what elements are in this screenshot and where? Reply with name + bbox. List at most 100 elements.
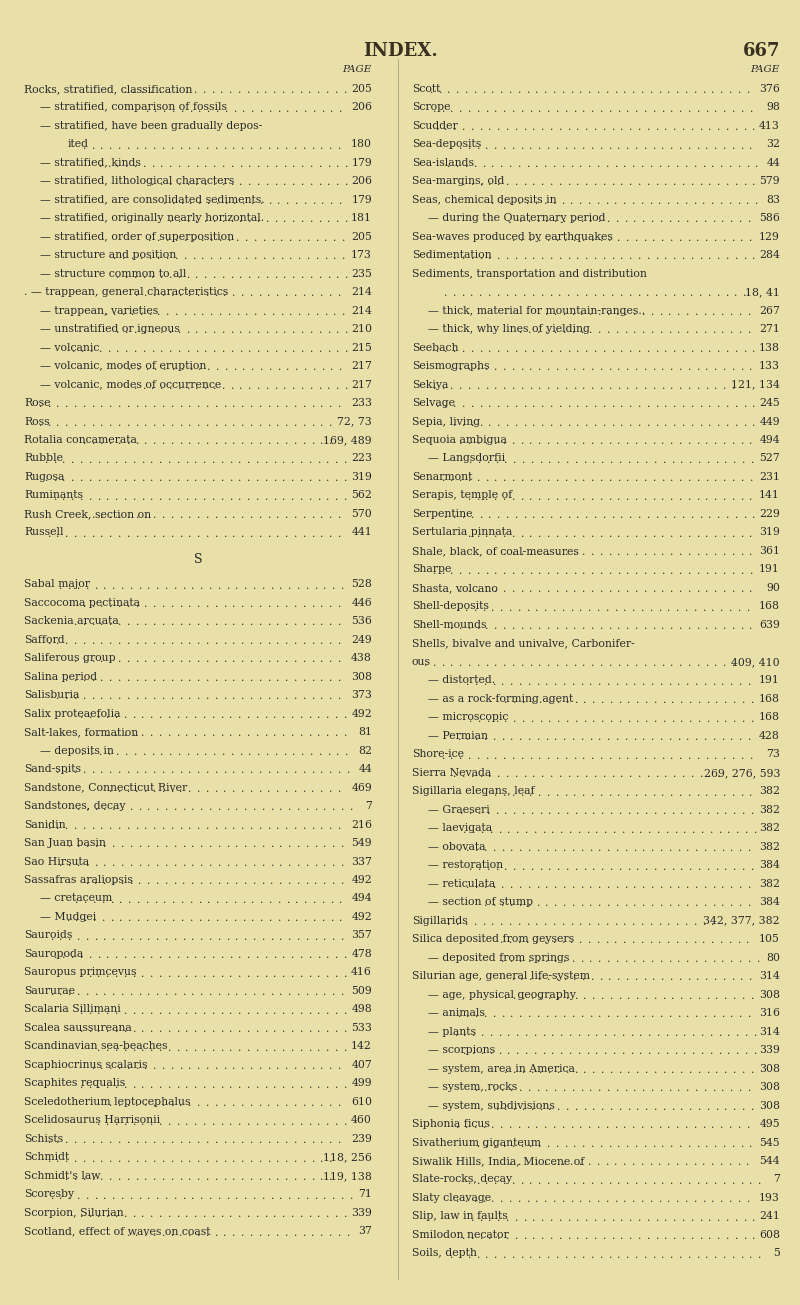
Text: .: . bbox=[530, 990, 534, 1001]
Text: .: . bbox=[332, 803, 335, 812]
Text: .: . bbox=[634, 325, 637, 335]
Text: .: . bbox=[297, 877, 300, 886]
Text: .: . bbox=[103, 932, 106, 942]
Text: .: . bbox=[512, 621, 515, 632]
Text: .: . bbox=[203, 455, 206, 465]
Text: .: . bbox=[274, 325, 278, 335]
Text: .: . bbox=[162, 636, 166, 646]
Text: .: . bbox=[632, 603, 635, 612]
Text: .: . bbox=[695, 325, 698, 335]
Text: .: . bbox=[322, 913, 325, 923]
Text: .: . bbox=[110, 636, 113, 646]
Text: .: . bbox=[259, 141, 262, 150]
Text: .: . bbox=[700, 123, 703, 132]
Text: .: . bbox=[110, 895, 114, 904]
Text: .: . bbox=[115, 1079, 118, 1090]
Text: .: . bbox=[702, 159, 706, 168]
Text: .: . bbox=[186, 474, 189, 483]
Text: .: . bbox=[722, 1009, 725, 1019]
Text: .: . bbox=[436, 345, 439, 354]
Text: .: . bbox=[644, 658, 647, 668]
Text: .: . bbox=[665, 769, 668, 779]
Text: .: . bbox=[150, 728, 154, 739]
Text: .: . bbox=[177, 1024, 180, 1034]
Text: 206: 206 bbox=[351, 176, 372, 187]
Text: .: . bbox=[146, 895, 149, 904]
Text: .: . bbox=[159, 1208, 162, 1219]
Text: Siphonia ficus: Siphonia ficus bbox=[412, 1118, 490, 1129]
Text: .: . bbox=[553, 159, 556, 168]
Text: .: . bbox=[636, 696, 640, 705]
Text: .: . bbox=[704, 843, 707, 853]
Text: .: . bbox=[632, 936, 635, 945]
Text: .: . bbox=[154, 399, 157, 410]
Text: 528: 528 bbox=[351, 579, 372, 589]
Text: .: . bbox=[513, 1101, 517, 1112]
Text: .: . bbox=[210, 234, 214, 243]
Text: .: . bbox=[205, 746, 208, 757]
Text: .: . bbox=[498, 399, 501, 410]
Text: .: . bbox=[673, 177, 677, 188]
Text: .: . bbox=[588, 1120, 591, 1130]
Text: .: . bbox=[618, 234, 621, 243]
Text: .: . bbox=[268, 1172, 271, 1182]
Text: .: . bbox=[194, 1079, 198, 1090]
Text: .: . bbox=[647, 123, 650, 132]
Text: .: . bbox=[461, 806, 464, 816]
Text: .: . bbox=[124, 950, 127, 960]
Text: .: . bbox=[572, 1083, 575, 1094]
Text: .: . bbox=[577, 769, 580, 779]
Text: .: . bbox=[450, 103, 454, 114]
Text: .: . bbox=[478, 714, 482, 723]
Text: .: . bbox=[584, 861, 587, 872]
Text: .: . bbox=[669, 1083, 672, 1094]
Text: .: . bbox=[500, 917, 503, 927]
Text: .: . bbox=[150, 85, 154, 95]
Text: .: . bbox=[726, 1231, 730, 1241]
Text: .: . bbox=[619, 455, 622, 465]
Text: .: . bbox=[521, 141, 524, 150]
Text: .: . bbox=[515, 345, 518, 354]
Text: .: . bbox=[723, 621, 726, 632]
Text: .: . bbox=[92, 399, 95, 410]
Text: .: . bbox=[697, 363, 700, 372]
Text: .: . bbox=[486, 103, 489, 114]
Text: .: . bbox=[171, 1135, 174, 1144]
Text: Scalaria Sillimani: Scalaria Sillimani bbox=[24, 1005, 121, 1014]
Text: .: . bbox=[486, 492, 489, 501]
Text: .: . bbox=[466, 676, 470, 686]
Text: .: . bbox=[92, 673, 95, 683]
Text: .: . bbox=[109, 617, 113, 628]
Text: .: . bbox=[124, 474, 127, 483]
Text: .: . bbox=[159, 968, 162, 979]
Text: .: . bbox=[503, 566, 506, 576]
Text: .: . bbox=[530, 621, 533, 632]
Text: .: . bbox=[714, 658, 718, 668]
Text: .: . bbox=[163, 913, 166, 923]
Text: .: . bbox=[646, 1231, 650, 1241]
Text: .: . bbox=[565, 972, 568, 983]
Text: .: . bbox=[189, 636, 192, 646]
Text: .: . bbox=[341, 803, 344, 812]
Text: .: . bbox=[269, 103, 272, 114]
Text: .: . bbox=[726, 1212, 730, 1223]
Text: .: . bbox=[306, 932, 309, 942]
Text: .: . bbox=[600, 787, 603, 797]
Text: .: . bbox=[194, 968, 198, 979]
Text: .: . bbox=[630, 1028, 634, 1037]
Text: .: . bbox=[150, 474, 154, 483]
Text: .: . bbox=[606, 917, 609, 927]
Text: .: . bbox=[311, 784, 315, 793]
Text: .: . bbox=[518, 917, 521, 927]
Text: .: . bbox=[468, 141, 471, 150]
Text: .: . bbox=[329, 510, 333, 521]
Text: .: . bbox=[170, 655, 174, 664]
Text: .: . bbox=[497, 177, 501, 188]
Text: .: . bbox=[574, 990, 578, 1001]
Text: .: . bbox=[153, 1098, 157, 1108]
Text: .: . bbox=[738, 936, 741, 945]
Text: .: . bbox=[477, 141, 480, 150]
Text: .: . bbox=[150, 950, 154, 960]
Text: .: . bbox=[563, 1009, 566, 1019]
Text: .: . bbox=[154, 1135, 157, 1144]
